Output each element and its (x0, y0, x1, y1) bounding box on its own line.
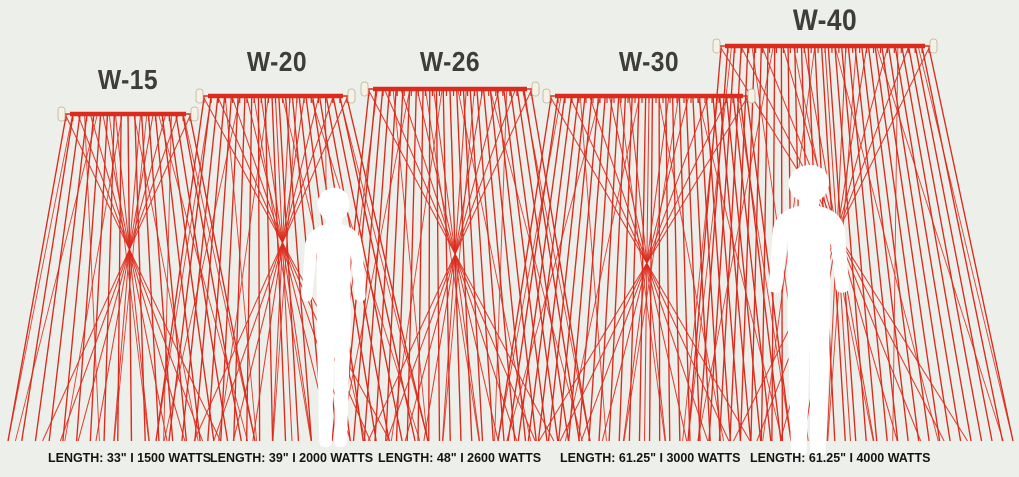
model-label-w40: W-40 (792, 4, 858, 37)
spec-label-w26: LENGTH: 48" I 2600 WATTS (378, 450, 542, 465)
model-label-w20: W-20 (246, 46, 308, 77)
spec-label-w15: LENGTH: 33" I 1500 WATTS (48, 450, 212, 465)
spec-label-w30: LENGTH: 61.25" I 3000 WATTS (560, 450, 741, 465)
model-label-w30: W-30 (618, 46, 680, 77)
model-label-w26: W-26 (419, 46, 481, 77)
model-label-w15: W-15 (97, 64, 159, 95)
person-silhouette-large (768, 165, 850, 457)
spec-label-w40: LENGTH: 61.25" I 4000 WATTS (750, 450, 931, 465)
heat-ray-cones (7, 47, 1014, 442)
spec-label-w20: LENGTH: 39" I 2000 WATTS (210, 450, 374, 465)
person-silhouette-small (301, 187, 366, 448)
heater-bars (57, 38, 938, 122)
